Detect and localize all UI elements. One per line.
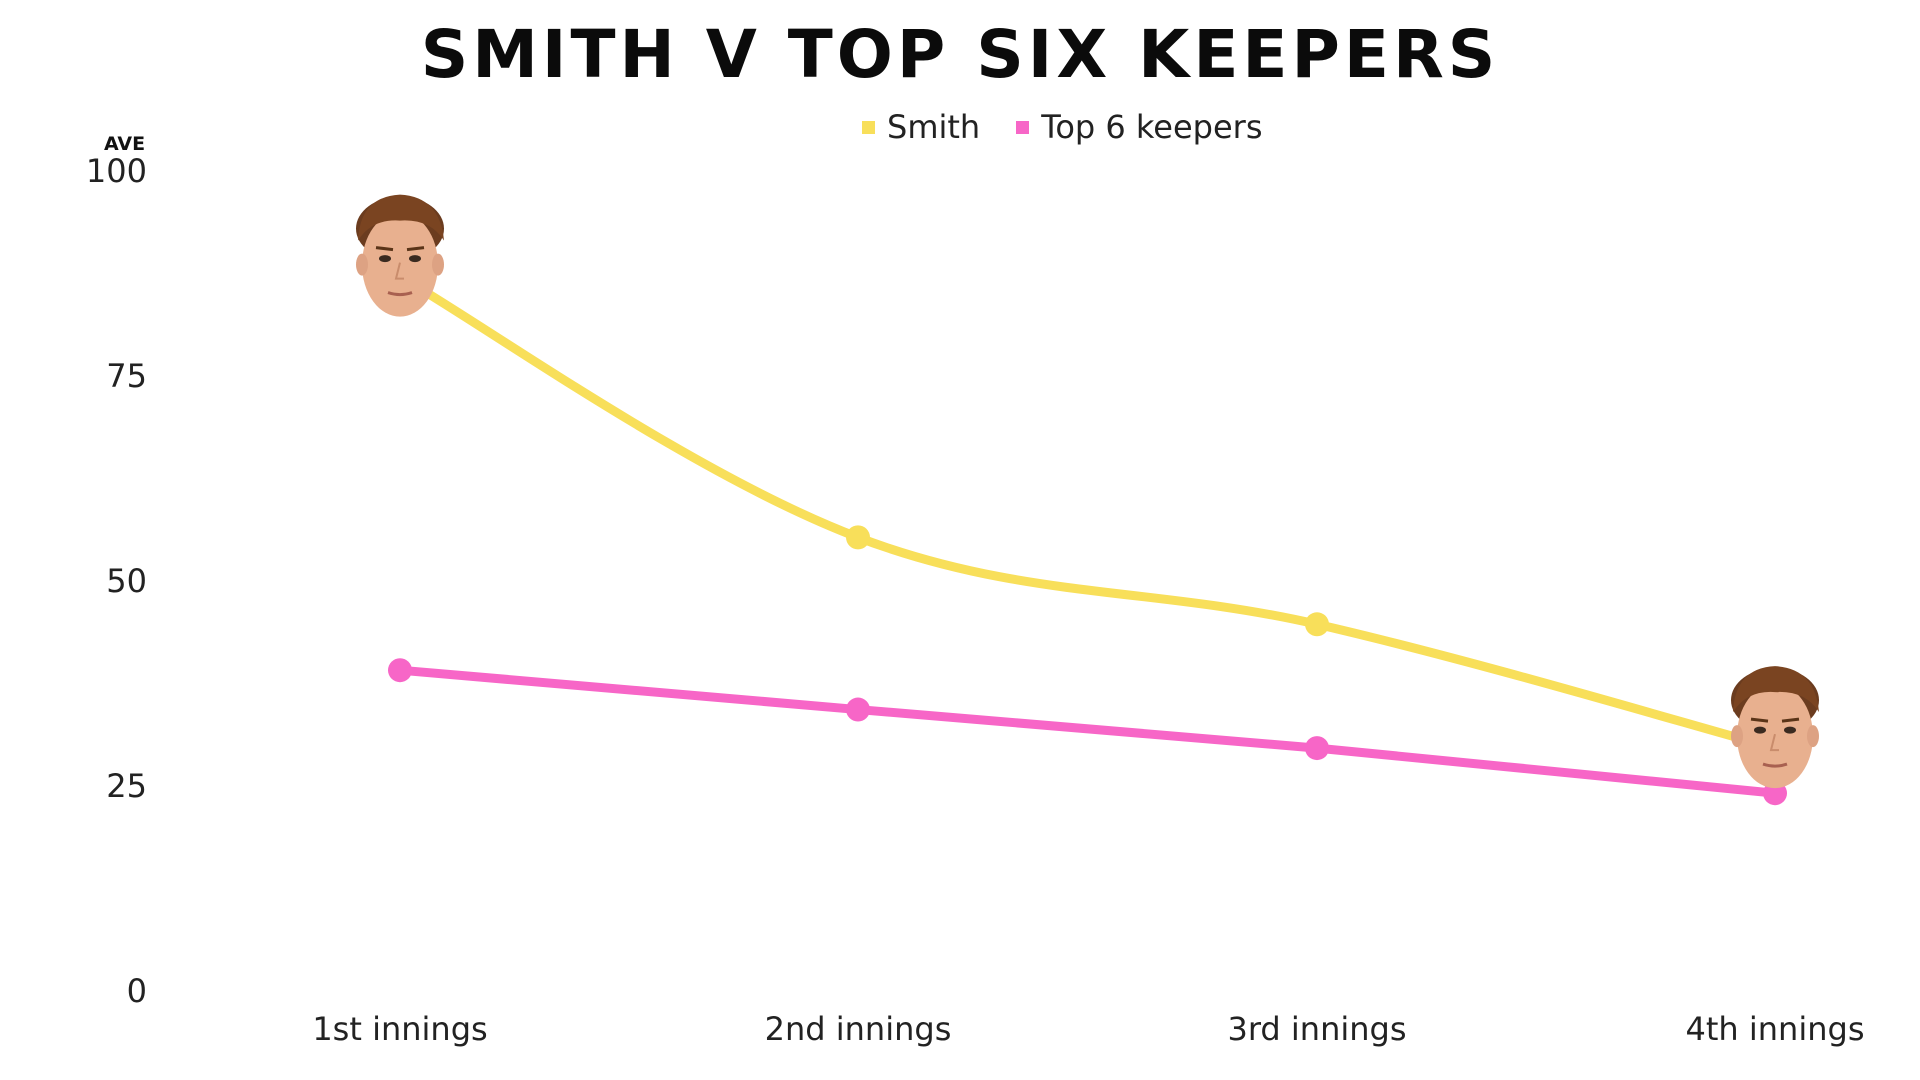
x-tick-label: 2nd innings [765, 1010, 952, 1048]
y-tick-label: 100 [86, 152, 147, 190]
x-tick-label: 4th innings [1686, 1010, 1865, 1048]
legend-swatch-top-6-keepers [1016, 120, 1030, 134]
legend-label-smith: Smith [887, 108, 981, 146]
data-point-top-6-keepers [846, 697, 870, 722]
legend: Smith Top 6 keepers [862, 108, 1263, 146]
y-tick-label: 25 [106, 767, 147, 805]
legend-item-smith: Smith [862, 108, 980, 146]
y-axis-label: AVE [104, 133, 146, 155]
series-line-smith [395, 272, 1780, 753]
data-point-top-6-keepers [1305, 736, 1329, 761]
x-tick-label: 3rd innings [1227, 1010, 1406, 1048]
legend-label-top-6-keepers: Top 6 keepers [1041, 108, 1263, 146]
legend-swatch-smith [862, 120, 875, 134]
y-tick-label: 75 [106, 357, 147, 395]
y-tick-label: 50 [106, 562, 147, 600]
data-point-smith [1305, 612, 1329, 637]
x-tick-label: 1st innings [312, 1010, 487, 1048]
chart-title: SMITH V TOP SIX KEEPERS [420, 16, 1500, 93]
face-icon [356, 194, 444, 317]
data-point-smith [846, 525, 870, 550]
face-icon [1731, 666, 1819, 789]
legend-item-top-6-keepers: Top 6 keepers [1016, 108, 1263, 146]
data-point-top-6-keepers [388, 658, 412, 683]
y-tick-label: 0 [127, 972, 147, 1010]
series-line-top-6-keepers [395, 665, 1780, 798]
